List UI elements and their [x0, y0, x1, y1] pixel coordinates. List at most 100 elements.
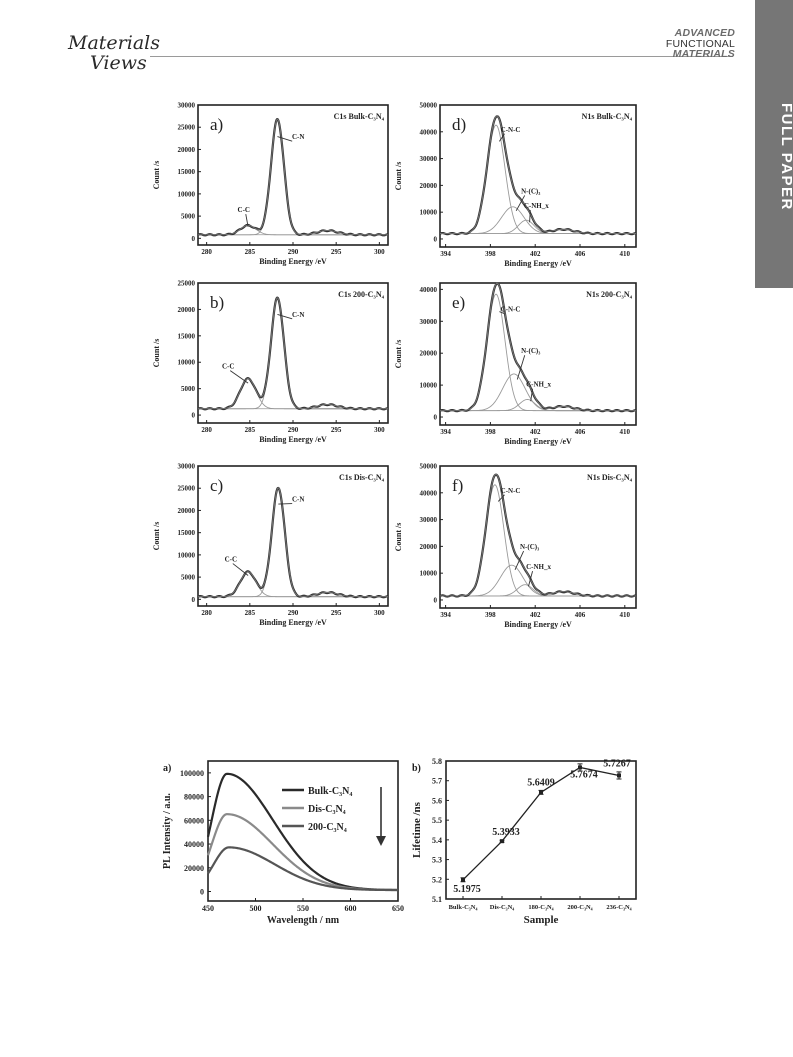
- measured-spectrum: [439, 115, 637, 236]
- x-tick-label: 290: [288, 609, 299, 617]
- x-tick-label: 280: [201, 426, 212, 434]
- x-axis-label: Binding Energy /eV: [259, 257, 327, 266]
- y-tick-label: 10000: [178, 359, 196, 367]
- annotation-arrow: [530, 388, 534, 402]
- data-point: [461, 877, 465, 882]
- panel-title: N1s Dis-C₃N₄: [587, 473, 633, 482]
- xps-chart-e: 0 10000 20000 30000 40000 394 398 402 406 410 Bind…: [394, 282, 637, 446]
- annotation-arrow: [516, 355, 526, 380]
- y-tick-label: 20000: [420, 543, 438, 551]
- plot-frame: [207, 760, 399, 902]
- x-tick-label: Bulk-C₃N₄: [449, 904, 478, 911]
- x-tick-label: 280: [201, 609, 212, 617]
- y-axis-label: Count /s: [152, 522, 161, 551]
- x-tick-label: 410: [620, 428, 631, 436]
- annotation-arrow: [277, 136, 293, 142]
- panel-label: a): [163, 763, 171, 774]
- x-axis-label: Binding Energy /eV: [259, 618, 327, 627]
- x-axis-label: Sample: [524, 914, 559, 926]
- y-tick-label: 25000: [178, 280, 196, 288]
- annotation-arrow: [529, 210, 531, 223]
- annotation-arrow: [498, 133, 505, 142]
- y-tick-label: 15000: [178, 529, 196, 537]
- logo-word-views: Views: [90, 52, 147, 74]
- y-tick-label: 40000: [420, 489, 438, 497]
- x-tick-label: 410: [620, 611, 631, 619]
- y-tick-label: 25000: [178, 124, 196, 132]
- y-axis-label: Count /s: [394, 523, 403, 552]
- legend-label: 200-C₃N₄: [308, 822, 347, 833]
- x-axis-label: Binding Energy /eV: [504, 437, 572, 446]
- legend-label: Dis-C₃N₄: [308, 804, 346, 815]
- journal-word-materials: MATERIALS: [672, 48, 735, 60]
- y-tick-label: 30000: [178, 102, 196, 110]
- xps-chart-b: 0 5000 10000 15000 20000 25000 280 285 290 295 300…: [152, 280, 389, 444]
- panel-label: a): [210, 115, 223, 134]
- y-tick-label: 15000: [178, 332, 196, 340]
- y-tick-label: 5.3: [432, 856, 442, 865]
- y-tick-label: 30000: [420, 155, 438, 163]
- annotation-arrow: [245, 214, 249, 227]
- y-tick-label: 40000: [420, 128, 438, 136]
- x-tick-label: 394: [440, 250, 451, 258]
- peak-annotation: C-C: [238, 206, 250, 214]
- peak-annotation: C-N-C: [501, 126, 521, 134]
- peak-annotation: C-NH_x: [526, 563, 551, 571]
- panel-title: N1s 200-C₃N₄: [586, 290, 633, 299]
- annotation-arrow: [499, 311, 505, 315]
- x-tick-label: 295: [331, 426, 342, 434]
- x-tick-label: 394: [440, 428, 451, 436]
- plot-frame: [439, 282, 637, 426]
- y-tick-label: 40000: [420, 286, 438, 294]
- fitted-envelope: [198, 297, 388, 410]
- data-label: 5.3933: [492, 827, 520, 838]
- annotation-arrow: [528, 571, 533, 587]
- x-axis-label: Binding Energy /eV: [259, 435, 327, 444]
- y-tick-label: 30000: [420, 318, 438, 326]
- fitted-envelope: [198, 118, 388, 236]
- journal-word-advanced: ADVANCED: [674, 27, 735, 39]
- component-peak: [440, 373, 636, 412]
- logo-word-materials: Materials: [68, 32, 160, 54]
- annotation-arrow: [232, 563, 249, 576]
- peak-annotation: C-NH_x: [526, 381, 551, 389]
- xps-chart-a: 0 5000 10000 15000 20000 25000 30000 280 285 290 2…: [152, 102, 389, 266]
- x-tick-label: 450: [202, 904, 214, 913]
- y-tick-label: 5.7: [432, 777, 442, 786]
- measured-spectrum: [197, 486, 389, 599]
- y-tick-label: 5.2: [432, 875, 442, 884]
- x-tick-label: 402: [530, 611, 541, 619]
- x-tick-label: 550: [297, 904, 309, 913]
- x-tick-label: 398: [485, 428, 496, 436]
- x-tick-label: 285: [245, 426, 256, 434]
- x-tick-label: 300: [374, 248, 385, 256]
- y-tick-label: 5.6: [432, 796, 442, 805]
- y-tick-label: 0: [200, 888, 204, 897]
- fitted-envelope: [440, 473, 636, 597]
- x-tick-label: 406: [575, 611, 586, 619]
- y-tick-label: 0: [192, 235, 196, 243]
- y-tick-label: 0: [192, 596, 196, 604]
- section-tab: FULL PAPER: [755, 0, 793, 288]
- fitted-envelope: [198, 487, 388, 598]
- y-tick-label: 20000: [178, 306, 196, 314]
- x-tick-label: 180-C₃N₄: [528, 904, 553, 911]
- panel-label: c): [210, 476, 223, 495]
- materials-views-logo: Materials Views: [68, 30, 160, 76]
- pl-chart: 0 20000 40000 60000 80000 100000 450 500 550 600 6…: [162, 760, 404, 926]
- peak-annotation: N-(C)₃: [521, 347, 540, 355]
- x-tick-label: 600: [345, 904, 357, 913]
- y-tick-label: 5000: [181, 574, 196, 582]
- data-point: [500, 839, 504, 844]
- y-tick-label: 5.4: [432, 836, 442, 845]
- y-tick-label: 20000: [420, 182, 438, 190]
- y-tick-label: 30000: [178, 463, 196, 471]
- panel-title: C1s Dis-C₃N₄: [339, 473, 385, 482]
- x-tick-label: 290: [288, 426, 299, 434]
- panel-title: C1s 200-C₃N₄: [338, 290, 385, 299]
- journal-logo: ADVANCED FUNCTIONAL MATERIALS: [651, 28, 735, 60]
- data-point: [539, 790, 543, 795]
- y-tick-label: 10000: [420, 570, 438, 578]
